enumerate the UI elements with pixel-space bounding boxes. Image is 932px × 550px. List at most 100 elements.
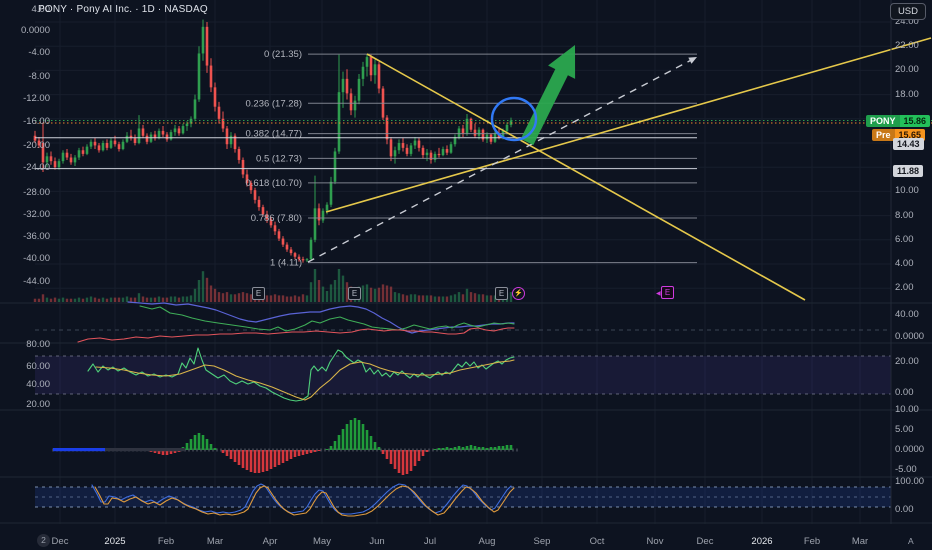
volume-bar <box>145 297 149 302</box>
candle-body <box>285 244 289 250</box>
volume-bar <box>453 294 457 302</box>
candle-body <box>161 130 165 135</box>
volume-bar <box>117 297 121 302</box>
candle-body <box>217 106 221 119</box>
macd-histogram-bar <box>473 446 477 450</box>
volume-bar <box>381 284 385 302</box>
chip-label: PONY <box>866 115 900 127</box>
volume-bar <box>41 294 45 302</box>
arrow-annotation[interactable] <box>520 45 576 146</box>
trendline-descending[interactable] <box>366 53 806 301</box>
chip-value: 15.86 <box>899 115 931 127</box>
volume-bar <box>197 280 201 302</box>
volume-bar <box>229 294 233 302</box>
volume-bar <box>201 271 205 302</box>
candle-body <box>401 143 405 148</box>
currency-toggle-button[interactable]: USD <box>889 3 926 20</box>
price-tick-label: -4.00 <box>28 47 50 58</box>
candle-body <box>253 190 257 200</box>
volume-bar <box>405 295 409 302</box>
trendline-dashed-arrowhead <box>688 57 697 64</box>
volume-bar <box>481 294 485 302</box>
macd-histogram-bar <box>229 450 233 459</box>
volume-bar <box>105 298 109 302</box>
volume-bar <box>429 295 433 302</box>
earnings-flash-icon[interactable]: ⚡ <box>512 287 525 300</box>
candle-body <box>57 161 61 168</box>
candle-body <box>93 141 97 146</box>
candle-body <box>361 66 365 79</box>
candle-body <box>385 117 389 140</box>
earnings-upcoming-badge[interactable]: E ◀ <box>656 286 674 299</box>
volume-bar <box>49 298 53 302</box>
candle-body <box>73 157 77 163</box>
circle-annotation[interactable] <box>490 96 538 142</box>
candle-body <box>261 207 265 215</box>
bar-replay-badge[interactable]: 2 <box>37 534 50 547</box>
volume-bar <box>313 269 317 302</box>
volume-bar <box>101 297 105 302</box>
macd-histogram-bar <box>349 420 353 450</box>
candle-body <box>125 135 129 142</box>
volume-bar <box>465 288 469 302</box>
candle-body <box>201 26 205 54</box>
candle-body <box>281 238 285 245</box>
candle-body <box>137 128 141 143</box>
earnings-badge[interactable]: E <box>495 287 508 300</box>
volume-bar <box>289 296 293 302</box>
macd-histogram-bar <box>377 447 381 450</box>
macd-histogram-bar <box>509 445 513 450</box>
macd-histogram-bar <box>433 449 437 450</box>
candle-body <box>313 208 317 240</box>
volume-bar <box>141 296 145 302</box>
volume-bar <box>477 294 481 302</box>
trendline-dashed[interactable] <box>307 56 698 263</box>
volume-bar <box>385 285 389 302</box>
earnings-badge[interactable]: E <box>348 287 361 300</box>
volume-bar <box>113 297 117 302</box>
candle-body <box>457 128 461 137</box>
price-line-chip-2[interactable]: 11.88 <box>893 165 924 177</box>
macd-histogram-bar <box>421 450 425 456</box>
symbol-legend[interactable]: PONY · Pony AI Inc. · 1D · NASDAQ <box>38 4 208 15</box>
candle-body <box>389 139 393 157</box>
candle-body <box>85 146 89 154</box>
volume-bar <box>461 294 465 302</box>
earnings-badge[interactable]: E <box>252 287 265 300</box>
auto-scale-badge[interactable]: A <box>908 536 914 546</box>
candle-body <box>501 130 505 138</box>
volume-bar <box>401 294 405 302</box>
candle-body <box>413 140 417 146</box>
time-tick-label: Sep <box>533 536 551 547</box>
volume-bar <box>285 296 289 302</box>
candle-body <box>441 149 445 156</box>
volume-bar <box>213 288 217 302</box>
volume-bar <box>209 285 213 302</box>
trendline-ascending[interactable] <box>325 37 932 213</box>
candle-body <box>117 144 121 150</box>
candle-body <box>417 140 421 148</box>
macd-histogram-bar <box>153 450 157 453</box>
price-tick-label: 10.00 <box>895 185 919 197</box>
macd-histogram-bar <box>497 446 501 450</box>
candle-body <box>133 138 137 143</box>
price-tick-label: 4.00 <box>31 4 51 15</box>
volume-bar <box>433 296 437 302</box>
candle-body <box>53 161 57 168</box>
macd-histogram-bar <box>345 424 349 450</box>
price-line-chip-1[interactable]: 14.43 <box>893 138 924 150</box>
rsi-fast-line <box>87 347 515 402</box>
volume-bar <box>181 296 185 302</box>
rsi-band <box>35 356 891 394</box>
volume-bar <box>445 296 449 302</box>
macd-histogram-bar <box>489 447 493 450</box>
candle-body <box>41 143 45 163</box>
price-tick-label: 20.00 <box>895 64 919 76</box>
macd-histogram-bar <box>449 448 453 450</box>
macd-histogram-bar <box>185 443 189 450</box>
volume-bar <box>157 296 161 302</box>
candle-body <box>109 140 113 148</box>
volume-bar <box>173 296 177 302</box>
candle-body <box>373 64 377 76</box>
